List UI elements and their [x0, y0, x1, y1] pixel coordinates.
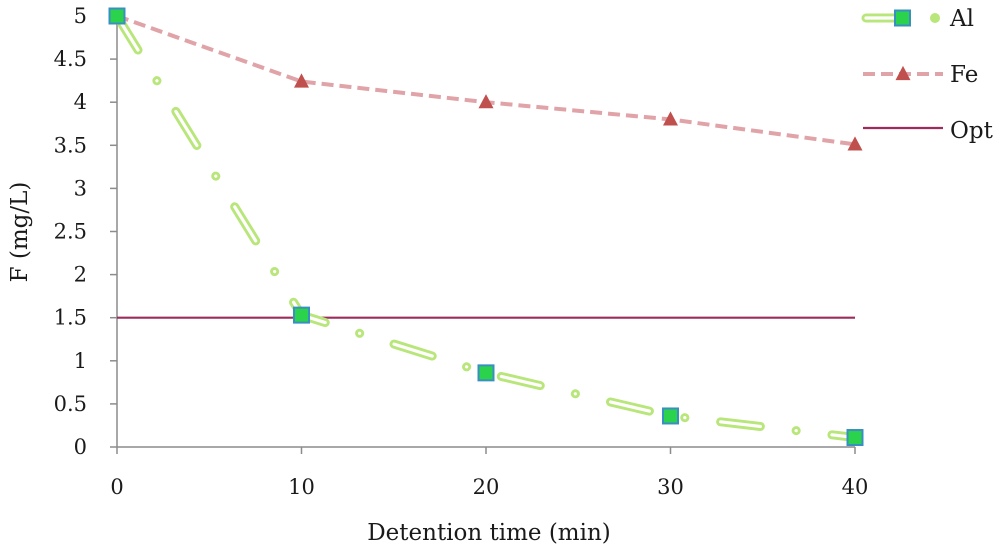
legend-dot-al — [930, 13, 940, 23]
data-point-al — [846, 429, 864, 447]
legend-label-fe: Fe — [950, 62, 978, 88]
tick-labels: 0 0.5 1 1.5 2 2.5 3 3.5 4 4.5 5 0 10 20 30 40 — [54, 4, 869, 499]
legend-item-opt: Opt — [863, 118, 994, 144]
y-tick-label: 3.5 — [54, 133, 87, 157]
legend-item-fe: Fe — [863, 62, 978, 88]
data-point-fe — [294, 73, 309, 88]
x-tick-label: 30 — [657, 475, 684, 499]
y-tick-label: 2 — [74, 263, 87, 287]
data-point-fe — [663, 111, 678, 126]
legend: Al Fe Opt — [861, 6, 994, 144]
legend-label-al: Al — [949, 6, 974, 32]
series-line-al-inner — [115, 14, 857, 440]
y-tick-label: 4.5 — [54, 47, 87, 71]
x-tick-label: 10 — [288, 475, 315, 499]
legend-marker-al — [894, 9, 911, 27]
x-axis-title: Detention time (min) — [367, 520, 611, 546]
y-tick-label: 1 — [74, 349, 87, 373]
x-tick-label: 20 — [473, 475, 500, 499]
data-point-al — [662, 407, 679, 425]
y-tick-label: 1.5 — [54, 306, 87, 330]
data-point-fe — [478, 94, 494, 109]
data-point-al — [293, 306, 310, 324]
series-markers — [108, 7, 864, 447]
y-tick-label: 0.5 — [54, 392, 87, 416]
x-tick-label: 0 — [110, 475, 123, 499]
y-tick-label: 5 — [74, 4, 87, 28]
y-tick-label: 2.5 — [54, 220, 87, 244]
axes — [110, 15, 856, 454]
y-tick-label: 0 — [74, 435, 87, 459]
legend-swatch-al — [861, 9, 940, 27]
legend-marker-fe — [895, 65, 911, 81]
legend-label-opt: Opt — [950, 118, 994, 144]
data-point-fe — [847, 136, 863, 151]
x-tick-label: 40 — [842, 475, 869, 499]
legend-item-al: Al — [861, 6, 974, 32]
y-tick-label: 4 — [74, 90, 87, 114]
data-point-al — [477, 364, 495, 382]
y-tick-label: 3 — [74, 176, 87, 200]
y-axis-title: F (mg/L) — [7, 182, 33, 283]
series-line-fe — [116, 14, 856, 147]
legend-swatch-fe — [863, 65, 943, 81]
data-point-al — [108, 7, 126, 25]
